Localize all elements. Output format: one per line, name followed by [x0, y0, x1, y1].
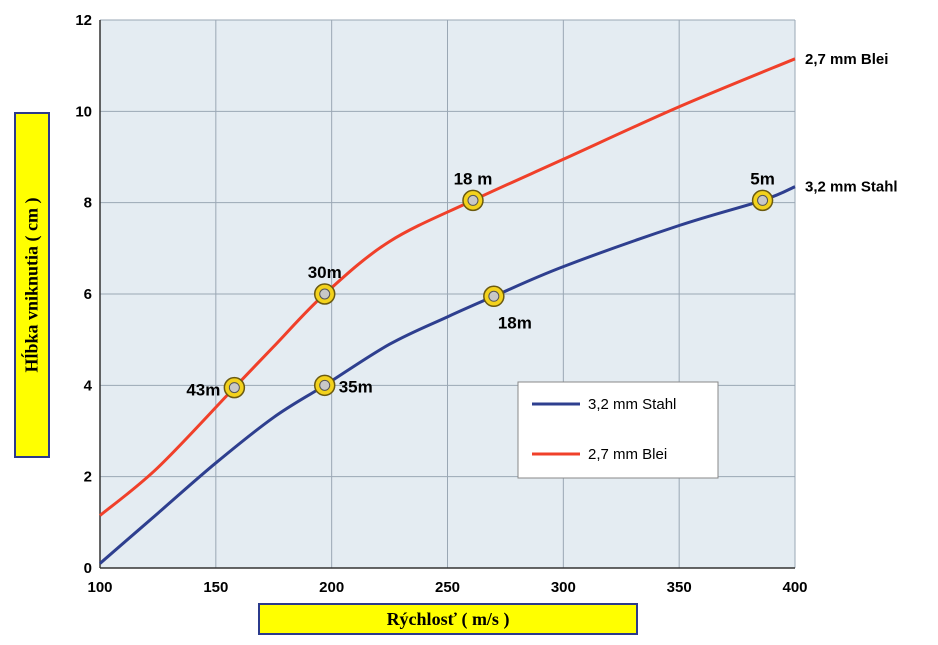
x-axis-label: Rýchlosť ( m/s ) — [386, 608, 510, 629]
y-tick-label: 8 — [84, 195, 92, 212]
point-annotation-label: 30m — [308, 263, 342, 282]
series-end-label: 3,2 mm Stahl — [805, 179, 898, 196]
annotated-point — [751, 189, 774, 212]
point-annotation-label: 18 m — [454, 169, 493, 188]
y-axis-label: Hĺbka vniknutia ( cm ) — [21, 197, 42, 373]
point-annotation-label: 35m — [339, 377, 373, 396]
x-tick-label: 150 — [203, 579, 228, 596]
y-tick-label: 0 — [84, 560, 92, 577]
legend: 3,2 mm Stahl 2,7 mm Blei — [517, 381, 719, 479]
legend-entry-label: 2,7 mm Blei — [588, 446, 667, 463]
x-axis-label-box: Rýchlosť ( m/s ) — [258, 603, 638, 635]
annotations: 3,2 mm Stahl 2,7 mm Blei 43m 30m 18 m 35m 18m 5… — [186, 51, 897, 400]
y-axis-label-box: Hĺbka vniknutia ( cm ) — [14, 112, 50, 458]
axes: 100 150 200 250 300 350 400 0 2 4 6 8 10 12 — [75, 12, 807, 596]
series-line-blei — [99, 57, 796, 517]
annotated-point — [223, 376, 246, 399]
annotated-point — [313, 283, 336, 305]
point-annotation-label: 43m — [186, 381, 220, 400]
x-tick-label: 200 — [319, 579, 344, 596]
x-tick-label: 400 — [782, 579, 807, 596]
point-annotation-label: 5m — [750, 169, 775, 188]
y-tick-label: 2 — [84, 469, 92, 486]
annotated-point — [483, 285, 505, 308]
series-end-label: 2,7 mm Blei — [805, 51, 888, 68]
y-tick-label: 4 — [84, 377, 93, 394]
markers — [223, 189, 774, 399]
point-annotation-label: 18m — [498, 313, 532, 332]
x-tick-label: 100 — [87, 579, 112, 596]
y-tick-label: 12 — [75, 12, 92, 29]
y-tick-label: 6 — [84, 286, 92, 303]
legend-entry-label: 3,2 mm Stahl — [588, 396, 676, 413]
x-tick-label: 350 — [667, 579, 692, 596]
x-tick-label: 300 — [551, 579, 576, 596]
x-tick-label: 250 — [435, 579, 460, 596]
y-tick-label: 10 — [75, 103, 92, 120]
annotated-point — [462, 189, 484, 212]
series-line-stahl — [99, 185, 796, 565]
legend-box — [517, 381, 719, 479]
annotated-point — [313, 374, 336, 397]
series-lines — [99, 57, 796, 565]
